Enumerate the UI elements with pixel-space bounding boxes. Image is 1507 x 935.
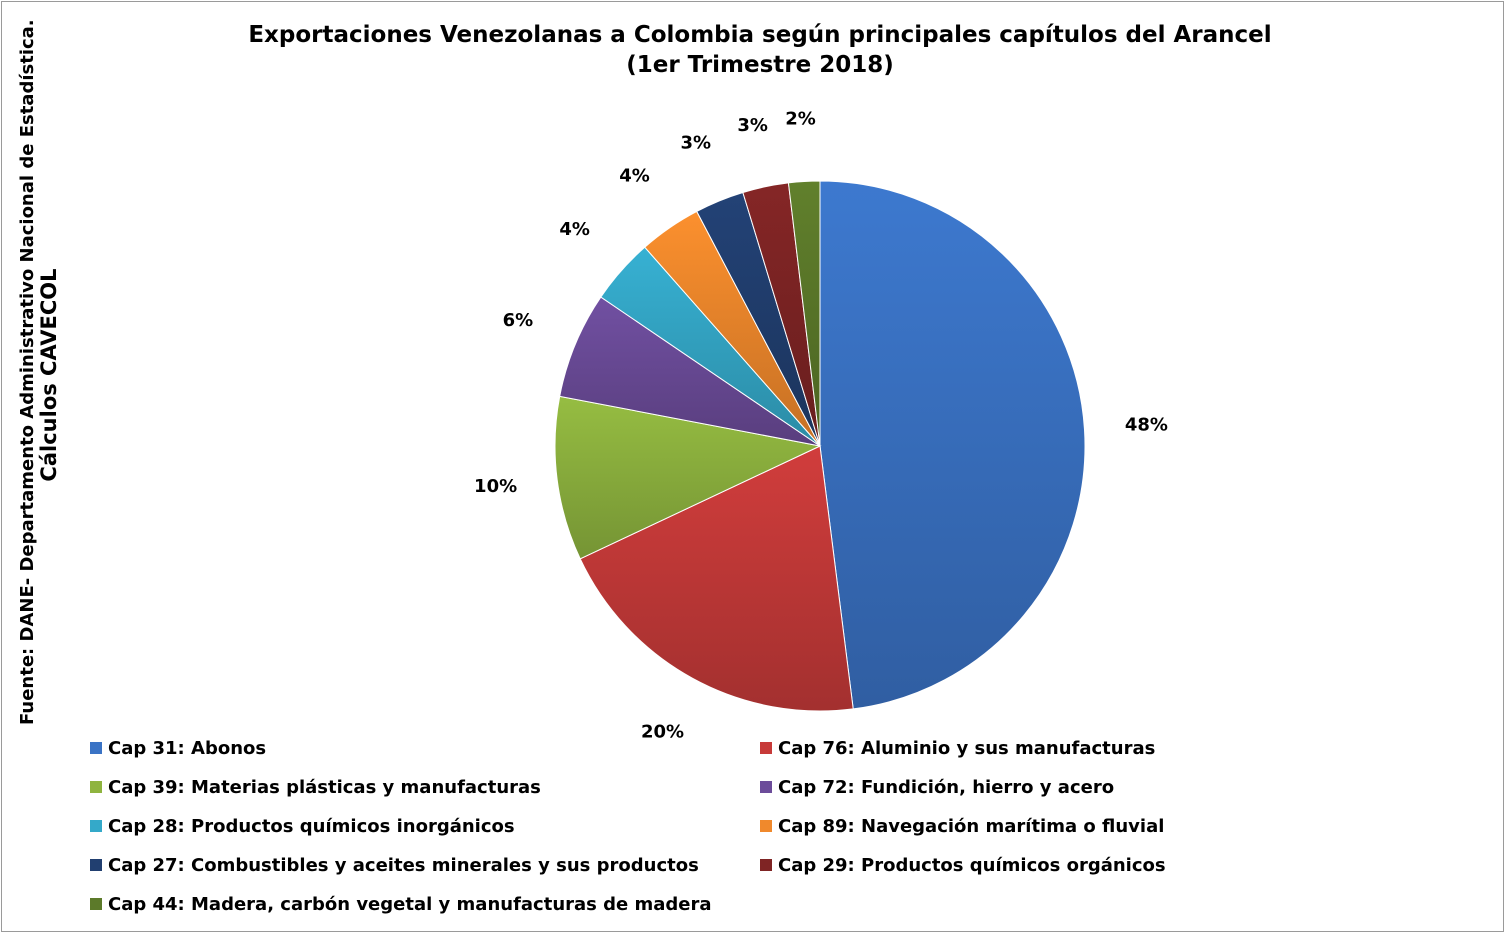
pie-slice-9	[787, 180, 821, 447]
legend-label: Cap 31: Abonos	[108, 737, 267, 759]
legend-swatch	[760, 859, 772, 871]
legend-label: Cap 44: Madera, carbón vegetal y manufac…	[108, 893, 712, 915]
legend-label: Cap 76: Aluminio y sus manufacturas	[778, 737, 1156, 759]
legend-item: Cap 76: Aluminio y sus manufacturas	[760, 735, 1155, 761]
legend-item: Cap 89: Navegación marítima o fluvial	[760, 813, 1164, 839]
legend-item: Cap 72: Fundición, hierro y acero	[760, 774, 1114, 800]
legend-label: Cap 27: Combustibles y aceites minerales…	[108, 854, 699, 876]
pie-data-label: 20%	[641, 722, 684, 743]
pie-data-label: 2%	[785, 109, 816, 130]
pie-slice-2	[579, 445, 854, 712]
pie-data-label: 3%	[681, 133, 712, 154]
legend-swatch	[90, 820, 102, 832]
pie-slice-1	[819, 180, 1086, 710]
legend-item: Cap 39: Materias plásticas y manufactura…	[90, 774, 541, 800]
legend-label: Cap 29: Productos químicos orgánicos	[778, 854, 1166, 876]
legend-swatch	[760, 742, 772, 754]
pie-slice-3	[554, 395, 822, 560]
legend-label: Cap 39: Materias plásticas y manufactura…	[108, 776, 541, 798]
pie-slices	[554, 180, 1086, 712]
chart-title: Exportaciones Venezolanas a Colombia seg…	[248, 22, 1272, 48]
legend-item: Cap 44: Madera, carbón vegetal y manufac…	[90, 891, 712, 917]
pie-data-label: 10%	[474, 476, 517, 497]
pie-data-label: 6%	[503, 310, 534, 331]
pie-data-label: 4%	[559, 219, 590, 240]
legend-label: Cap 28: Productos químicos inorgánicos	[108, 815, 515, 837]
legend-swatch	[760, 781, 772, 793]
chart-title-block: Exportaciones Venezolanas a Colombia seg…	[150, 20, 1370, 80]
legend-swatch	[90, 898, 102, 910]
legend-label: Cap 89: Navegación marítima o fluvial	[778, 815, 1165, 837]
legend-swatch	[90, 781, 102, 793]
legend-item: Cap 28: Productos químicos inorgánicos	[90, 813, 515, 839]
legend-item: Cap 29: Productos químicos orgánicos	[760, 852, 1166, 878]
legend-item: Cap 31: Abonos	[90, 735, 266, 761]
pie-data-labels: 48% 20% 10% 6% 4% 4% 3% 3% 2%	[474, 109, 1168, 743]
pie-data-label: 3%	[737, 115, 768, 136]
pie-data-label: 4%	[619, 166, 650, 187]
chart-subtitle: (1er Trimestre 2018)	[626, 52, 894, 78]
pie-data-label: 48%	[1125, 415, 1168, 436]
legend-swatch	[90, 742, 102, 754]
legend-item: Cap 27: Combustibles y aceites minerales…	[90, 852, 699, 878]
legend-swatch	[760, 820, 772, 832]
legend-label: Cap 72: Fundición, hierro y acero	[778, 776, 1115, 798]
legend-swatch	[90, 859, 102, 871]
